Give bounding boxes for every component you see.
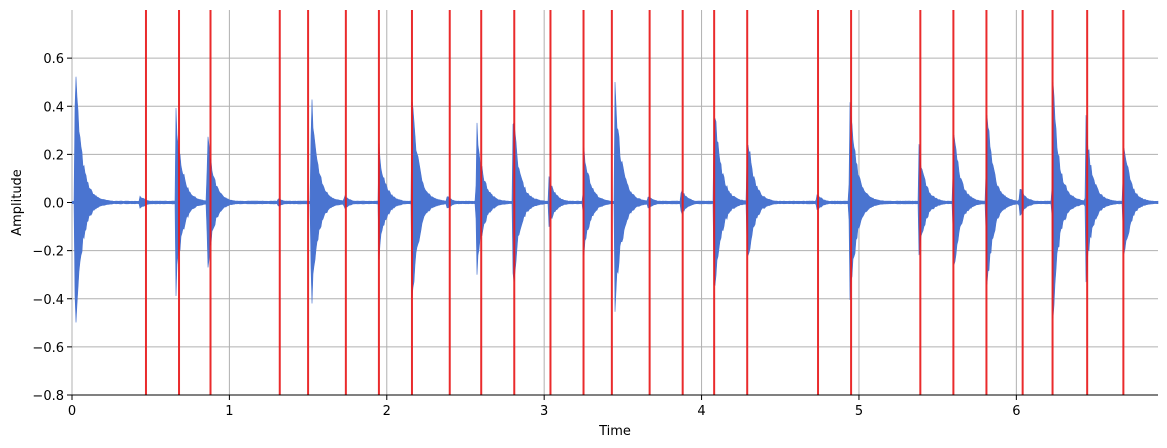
x-tick-label: 0 (68, 404, 76, 419)
y-tick-label: 0.6 (43, 52, 64, 67)
y-tick-label: 0.4 (43, 100, 64, 115)
y-axis-ticks: −0.8 −0.6 −0.4 −0.2 0.0 0.2 0.4 0.6 (32, 52, 72, 404)
y-tick-label: −0.6 (32, 341, 64, 356)
x-axis-ticks: 0 1 2 3 4 5 6 (68, 395, 1020, 419)
y-tick-label: −0.8 (32, 389, 64, 404)
x-tick-label: 3 (540, 404, 548, 419)
x-tick-label: 6 (1012, 404, 1020, 419)
x-axis-title: Time (598, 424, 631, 439)
x-tick-label: 5 (855, 404, 863, 419)
y-axis-title: Amplitude (10, 169, 25, 236)
x-tick-label: 4 (697, 404, 705, 419)
x-tick-label: 1 (225, 404, 233, 419)
waveform-path (71, 76, 1159, 323)
y-tick-label: 0.0 (43, 197, 64, 212)
y-tick-label: −0.4 (32, 293, 64, 308)
y-tick-label: 0.2 (43, 148, 64, 163)
y-tick-label: −0.2 (32, 245, 64, 260)
x-tick-label: 2 (383, 404, 391, 419)
waveform (71, 76, 1159, 323)
onset-markers (144, 10, 1125, 395)
